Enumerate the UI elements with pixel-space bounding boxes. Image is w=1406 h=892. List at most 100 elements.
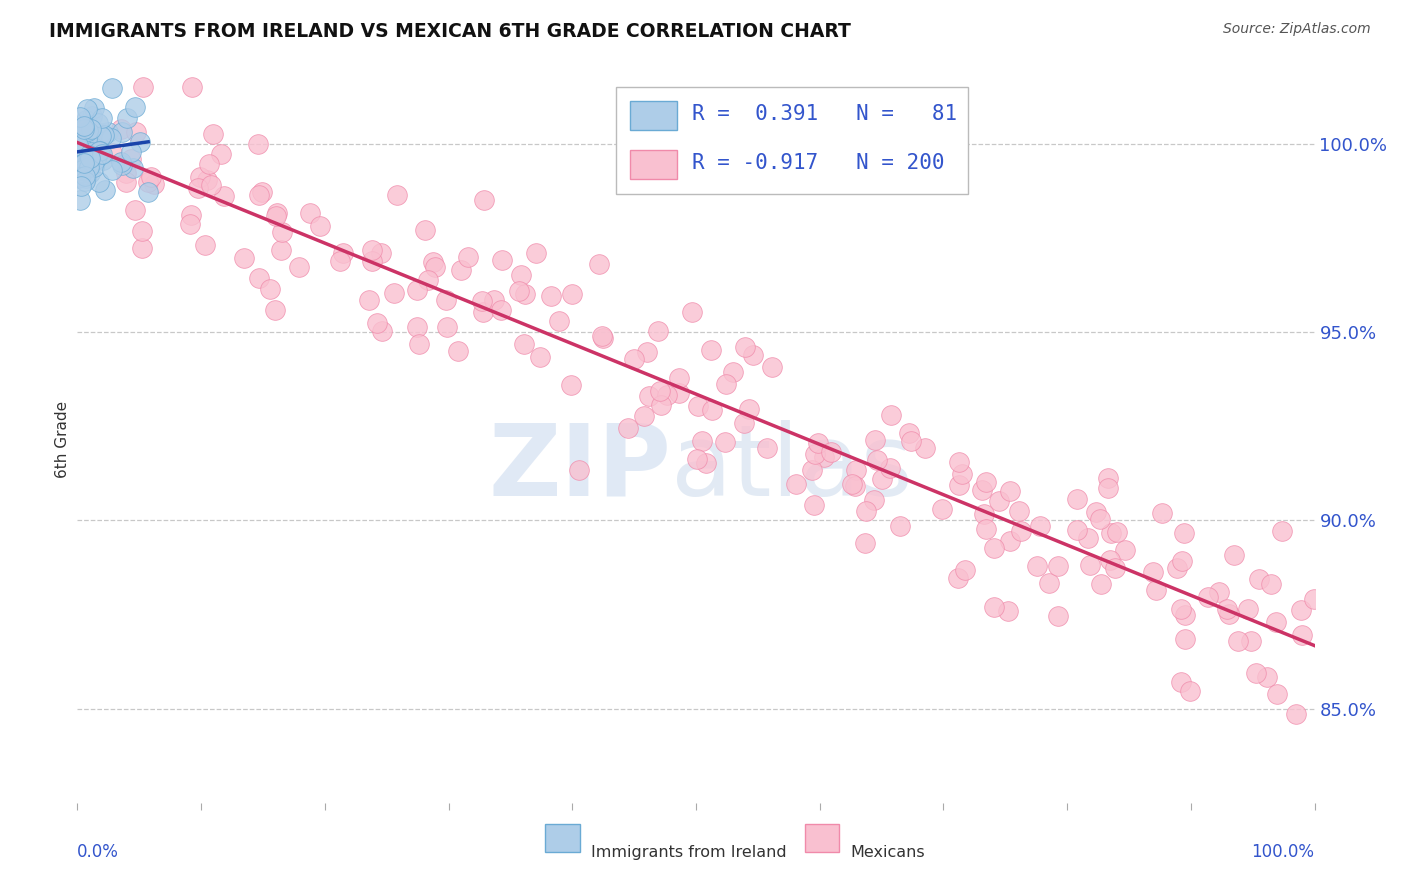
Point	[77, 134, 100, 148]
Point	[714, 377, 737, 392]
Point	[997, 604, 1019, 618]
Point	[738, 401, 761, 416]
Point	[529, 350, 551, 364]
Point	[434, 293, 457, 307]
Point	[87, 145, 110, 159]
Point	[863, 434, 886, 448]
Point	[450, 263, 472, 277]
Point	[73, 120, 96, 135]
Point	[69, 169, 91, 184]
Point	[195, 172, 218, 186]
Point	[568, 463, 591, 477]
Point	[1047, 558, 1070, 573]
Point	[1227, 634, 1250, 648]
Point	[1099, 525, 1122, 540]
Point	[880, 408, 903, 422]
Point	[73, 169, 96, 184]
Point	[548, 314, 571, 328]
Point	[415, 223, 437, 237]
Point	[416, 273, 439, 287]
Point	[1066, 491, 1088, 506]
Point	[76, 103, 98, 117]
Point	[100, 80, 122, 95]
Point	[1097, 481, 1119, 495]
Point	[270, 243, 292, 257]
Point	[1302, 591, 1324, 606]
Point	[761, 360, 783, 375]
Point	[1038, 576, 1060, 591]
Text: 0.0%: 0.0%	[77, 843, 120, 861]
Point	[889, 518, 911, 533]
Point	[136, 185, 159, 199]
Point	[75, 168, 97, 182]
Point	[202, 128, 225, 142]
Point	[77, 158, 100, 172]
Point	[73, 135, 96, 149]
Bar	[630, 150, 678, 179]
Point	[125, 125, 148, 139]
Point	[648, 384, 671, 398]
Point	[91, 153, 114, 167]
Point	[266, 206, 288, 220]
Point	[200, 178, 222, 193]
Point	[1150, 506, 1173, 520]
Point	[633, 409, 655, 423]
Point	[524, 245, 547, 260]
Point	[67, 138, 90, 153]
Point	[115, 111, 138, 125]
Point	[853, 536, 876, 550]
Point	[80, 129, 103, 144]
Point	[357, 293, 380, 307]
Point	[124, 100, 146, 114]
Point	[972, 483, 994, 497]
Point	[80, 145, 103, 159]
Point	[67, 146, 90, 161]
Point	[1218, 607, 1240, 622]
Point	[841, 476, 863, 491]
Point	[422, 254, 444, 268]
Text: IMMIGRANTS FROM IRELAND VS MEXICAN 6TH GRADE CORRELATION CHART: IMMIGRANTS FROM IRELAND VS MEXICAN 6TH G…	[49, 22, 851, 41]
Point	[1289, 603, 1312, 617]
Point	[75, 174, 97, 188]
Point	[110, 122, 132, 136]
Point	[813, 450, 835, 464]
Point	[76, 124, 98, 138]
Point	[77, 128, 100, 142]
Point	[457, 250, 479, 264]
Point	[111, 125, 134, 139]
Point	[1208, 585, 1230, 599]
Point	[436, 320, 458, 334]
Point	[914, 441, 936, 455]
Point	[96, 125, 118, 139]
Point	[75, 153, 97, 168]
Point	[647, 324, 669, 338]
Point	[471, 293, 494, 308]
Point	[668, 371, 690, 385]
Point	[616, 421, 638, 435]
Point	[89, 175, 111, 189]
Point	[638, 389, 661, 403]
Point	[998, 533, 1021, 548]
Point	[785, 477, 807, 491]
Point	[360, 253, 382, 268]
Point	[1066, 523, 1088, 537]
Point	[866, 453, 889, 467]
Point	[623, 351, 645, 366]
Point	[983, 541, 1005, 555]
Point	[1173, 526, 1195, 541]
Point	[1011, 524, 1033, 538]
Point	[209, 146, 232, 161]
Point	[688, 400, 710, 414]
Point	[87, 116, 110, 130]
Point	[820, 444, 842, 458]
Point	[955, 563, 977, 577]
Point	[131, 224, 153, 238]
Point	[180, 208, 202, 222]
Point	[973, 507, 995, 521]
Point	[1240, 634, 1263, 648]
Bar	[546, 824, 579, 852]
Point	[382, 285, 405, 300]
Point	[1170, 675, 1192, 690]
Point	[863, 493, 886, 508]
Text: R =  0.391   N =   81: R = 0.391 N = 81	[692, 104, 957, 124]
